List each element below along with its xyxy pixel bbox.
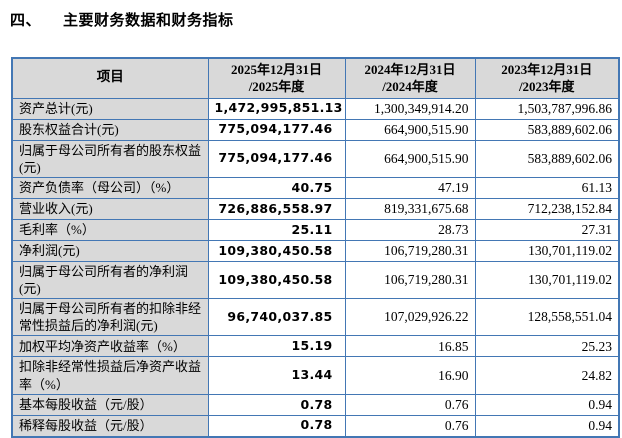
- section-number: 四、: [10, 11, 42, 29]
- value-2023: 130,701,119.02: [474, 239, 620, 262]
- header-2025-line2: /2025年度: [248, 79, 305, 95]
- value-2024: 28.73: [344, 218, 476, 241]
- value-2024: 107,029,926.22: [344, 298, 476, 337]
- value-2025: 109,380,450.58: [207, 260, 346, 300]
- value-2023: 128,558,551.04: [474, 298, 620, 337]
- value-2025: 775,094,177.46: [207, 139, 346, 178]
- value-2024: 0.76: [344, 393, 476, 416]
- table-row-diluted-eps: 稀释每股收益（元/股） 0.78 0.76 0.94: [11, 414, 620, 438]
- financial-data-table: 项目 2025年12月31日 /2025年度 2024年12月31日 /2024…: [11, 57, 620, 438]
- row-label: 净利润(元): [11, 239, 209, 262]
- value-2025: 1,472,995,851.13: [207, 97, 346, 120]
- value-2023: 25.23: [474, 335, 620, 358]
- value-2025: 25.11: [207, 218, 346, 241]
- row-label: 扣除非经常性损益后净资产收益率（%）: [11, 356, 209, 395]
- value-2023: 27.31: [474, 218, 620, 241]
- value-2025: 15.19: [207, 335, 346, 358]
- row-label: 基本每股收益（元/股）: [11, 393, 209, 416]
- value-2023: 130,701,119.02: [474, 260, 620, 300]
- value-2024: 106,719,280.31: [344, 260, 476, 300]
- header-2023-line2: /2023年度: [518, 79, 575, 95]
- value-2025: 0.78: [207, 414, 346, 438]
- row-label: 归属于母公司所有者的净利润(元): [11, 260, 209, 300]
- row-label: 稀释每股收益（元/股）: [11, 414, 209, 438]
- column-header-2023: 2023年12月31日 /2023年度: [474, 57, 620, 99]
- value-2025: 13.44: [207, 356, 346, 395]
- value-2024: 16.85: [344, 335, 476, 358]
- row-label: 毛利率（%）: [11, 218, 209, 241]
- row-label: 营业收入(元): [11, 197, 209, 220]
- row-label: 归属于母公司所有者的股东权益(元): [11, 139, 209, 178]
- value-2023: 1,503,787,996.86: [474, 97, 620, 120]
- value-2024: 106,719,280.31: [344, 239, 476, 262]
- row-label: 资产负债率（母公司）（%）: [11, 176, 209, 199]
- value-2025: 775,094,177.46: [207, 118, 346, 141]
- value-2023: 0.94: [474, 414, 620, 438]
- table-row-debt-ratio: 资产负债率（母公司）（%） 40.75 47.19 61.13: [11, 176, 620, 199]
- row-label: 股东权益合计(元): [11, 118, 209, 141]
- value-2024: 1,300,349,914.20: [344, 97, 476, 120]
- value-2025: 726,886,558.97: [207, 197, 346, 220]
- value-2024: 0.76: [344, 414, 476, 438]
- value-2023: 61.13: [474, 176, 620, 199]
- table-row-total-assets: 资产总计(元) 1,472,995,851.13 1,300,349,914.2…: [11, 97, 620, 120]
- page-title: 四、 主要财务数据和财务指标: [10, 9, 234, 30]
- row-label: 加权平均净资产收益率（%）: [11, 335, 209, 358]
- value-2025: 109,380,450.58: [207, 239, 346, 262]
- row-label: 归属于母公司所有者的扣除非经常性损益后的净利润(元): [11, 298, 209, 337]
- table-row-net-profit-deducted: 归属于母公司所有者的扣除非经常性损益后的净利润(元) 96,740,037.85…: [11, 298, 620, 337]
- table-row-net-profit-parent: 归属于母公司所有者的净利润(元) 109,380,450.58 106,719,…: [11, 260, 620, 300]
- value-2024: 819,331,675.68: [344, 197, 476, 220]
- column-header-2024: 2024年12月31日 /2024年度: [344, 57, 476, 99]
- header-2023-line1: 2023年12月31日: [501, 62, 593, 78]
- value-2024: 664,900,515.90: [344, 118, 476, 141]
- header-2024-line2: /2024年度: [382, 79, 438, 95]
- table-row-revenue: 营业收入(元) 726,886,558.97 819,331,675.68 71…: [11, 197, 620, 220]
- value-2024: 16.90: [344, 356, 476, 395]
- value-2023: 583,889,602.06: [474, 139, 620, 178]
- table-row-equity-parent: 归属于母公司所有者的股东权益(元) 775,094,177.46 664,900…: [11, 139, 620, 178]
- value-2024: 664,900,515.90: [344, 139, 476, 178]
- value-2025: 40.75: [207, 176, 346, 199]
- table-row-roe-deducted: 扣除非经常性损益后净资产收益率（%） 13.44 16.90 24.82: [11, 356, 620, 395]
- column-header-item: 项目: [11, 57, 209, 99]
- table-row-gross-margin: 毛利率（%） 25.11 28.73 27.31: [11, 218, 620, 241]
- table-row-weighted-roe: 加权平均净资产收益率（%） 15.19 16.85 25.23: [11, 335, 620, 358]
- column-header-2025: 2025年12月31日 /2025年度: [207, 57, 346, 99]
- value-2023: 583,889,602.06: [474, 118, 620, 141]
- table-row-basic-eps: 基本每股收益（元/股） 0.78 0.76 0.94: [11, 393, 620, 416]
- section-title-text: 主要财务数据和财务指标: [63, 11, 234, 29]
- value-2023: 712,238,152.84: [474, 197, 620, 220]
- table-row-net-profit: 净利润(元) 109,380,450.58 106,719,280.31 130…: [11, 239, 620, 262]
- value-2025: 96,740,037.85: [207, 298, 346, 337]
- value-2023: 24.82: [474, 356, 620, 395]
- table-header-row: 项目 2025年12月31日 /2025年度 2024年12月31日 /2024…: [11, 57, 620, 99]
- value-2024: 47.19: [344, 176, 476, 199]
- value-2023: 0.94: [474, 393, 620, 416]
- row-label: 资产总计(元): [11, 97, 209, 120]
- header-2024-line1: 2024年12月31日: [364, 62, 456, 78]
- value-2025: 0.78: [207, 393, 346, 416]
- header-2025-line1: 2025年12月31日: [230, 62, 322, 78]
- table-row-total-equity: 股东权益合计(元) 775,094,177.46 664,900,515.90 …: [11, 118, 620, 141]
